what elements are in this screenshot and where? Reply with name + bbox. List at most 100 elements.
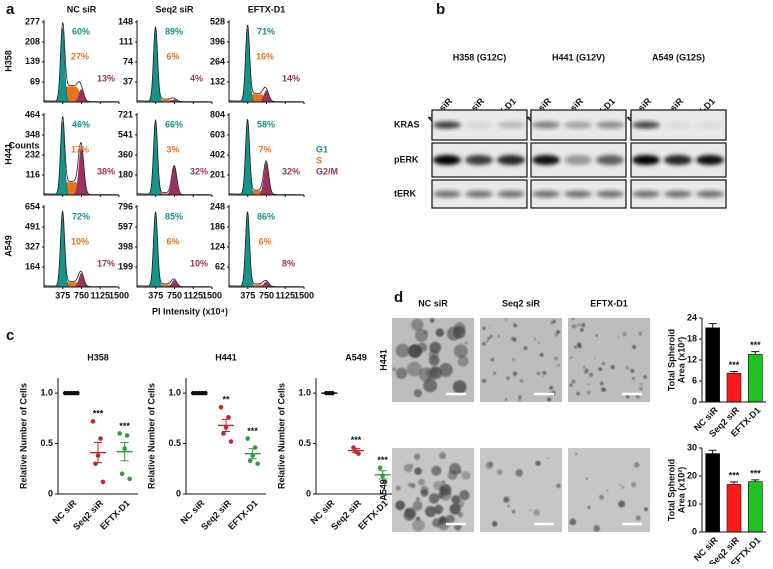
plot-title: H358 xyxy=(87,352,109,362)
spheroid xyxy=(549,385,553,390)
x-tick-label: 750 xyxy=(259,290,274,300)
data-point xyxy=(228,439,234,444)
data-point xyxy=(119,471,125,477)
y-tick-label: 139 xyxy=(25,56,40,66)
axes xyxy=(701,448,766,533)
spheroid xyxy=(631,482,637,488)
y-tick-label: 654 xyxy=(25,201,40,211)
blot-band xyxy=(497,121,525,129)
blot-band xyxy=(497,155,525,165)
group-header: H441 (G12V) xyxy=(552,52,605,62)
blot-band xyxy=(632,190,660,198)
spheroid xyxy=(457,355,469,367)
y-tick-label: 0 xyxy=(306,488,311,498)
micrograph xyxy=(392,448,474,532)
g1-percent: 66% xyxy=(165,119,183,129)
y-tick-label: 199 xyxy=(118,261,133,271)
spheroid xyxy=(517,398,522,402)
y-tick-label: 18 xyxy=(687,333,697,343)
blot-band xyxy=(465,190,493,198)
data-point xyxy=(245,436,250,441)
spheroid xyxy=(423,330,428,335)
spheroid xyxy=(617,336,619,339)
spheroid xyxy=(542,370,547,376)
cell-axes xyxy=(228,20,304,103)
g1-fill xyxy=(229,212,304,288)
protein-label: tERK xyxy=(394,188,416,198)
g2m-fill xyxy=(44,146,119,195)
spheroid xyxy=(489,335,493,339)
spheroid xyxy=(553,356,558,361)
spheroid xyxy=(414,467,422,475)
data-point xyxy=(221,431,226,436)
spheroid xyxy=(589,372,594,377)
spheroid xyxy=(420,485,429,495)
spheroid xyxy=(423,378,438,393)
column-header: NC siR xyxy=(67,4,97,14)
y-tick-label: 541 xyxy=(118,129,133,139)
y-tick-label: 124 xyxy=(210,241,225,251)
row-label: H358 xyxy=(3,50,13,72)
y-tick-label: 491 xyxy=(25,221,40,231)
y-tick-label: 6 xyxy=(692,375,697,385)
spheroid xyxy=(403,463,413,473)
spheroid xyxy=(606,489,609,492)
y-tick-label: 62 xyxy=(215,261,225,271)
x-tick-label: 1500 xyxy=(109,290,129,300)
bar xyxy=(705,453,720,533)
blot-band xyxy=(532,121,560,129)
spheroid xyxy=(428,493,440,504)
error-bar xyxy=(222,418,230,432)
blot-band xyxy=(564,190,592,198)
spheroid xyxy=(487,337,490,340)
row-label: A549 xyxy=(378,479,388,501)
spheroid xyxy=(578,344,582,349)
spheroid xyxy=(487,461,494,467)
significance: *** xyxy=(750,340,761,350)
x-tick-label: 375 xyxy=(148,290,163,300)
spheroid xyxy=(412,500,423,511)
group-header: A549 (G12S) xyxy=(652,52,705,62)
data-point xyxy=(90,419,96,424)
blot-band xyxy=(564,121,592,129)
histogram-outline xyxy=(229,210,304,288)
spheroid xyxy=(577,323,581,327)
y-tick-label: 464 xyxy=(25,109,40,119)
y-tick-label: 232 xyxy=(25,149,40,159)
spheroid xyxy=(583,369,589,374)
spheroid xyxy=(415,516,421,521)
spheroid xyxy=(503,496,510,503)
spheroid xyxy=(638,331,642,336)
data-point xyxy=(351,445,356,450)
y-tick-label: 69 xyxy=(30,76,40,86)
spheroid xyxy=(639,386,643,391)
spheroid xyxy=(550,320,555,325)
y-tick-label: 796 xyxy=(118,201,133,211)
legend-entry: G1 xyxy=(316,144,328,154)
spheroid xyxy=(571,325,574,328)
blot-band xyxy=(433,190,461,198)
g2m-fill xyxy=(137,280,212,287)
blot-band xyxy=(465,155,493,165)
g1-percent: 85% xyxy=(165,211,183,221)
g2m-percent: 32% xyxy=(190,166,208,176)
y-tick-label: 277 xyxy=(25,16,40,26)
data-point xyxy=(98,436,103,441)
spheroid xyxy=(431,465,442,476)
g2m-fill xyxy=(229,90,304,102)
micrograph xyxy=(480,448,562,532)
blot-band xyxy=(632,121,660,129)
y-axis-label: Area (x10²) xyxy=(676,467,686,514)
y-axis-label: Counts xyxy=(9,140,40,150)
axes xyxy=(701,318,766,403)
bar xyxy=(748,481,763,533)
spheroid xyxy=(523,346,528,351)
y-axis-label: Relative Number of Cells xyxy=(146,383,156,489)
spheroid xyxy=(410,483,416,489)
y-tick-label: 248 xyxy=(210,201,225,211)
spheroid xyxy=(535,460,541,466)
cell-axes xyxy=(43,20,119,103)
spheroid xyxy=(533,337,537,341)
cell-axes xyxy=(136,113,212,196)
y-tick-label: 12 xyxy=(687,354,697,364)
